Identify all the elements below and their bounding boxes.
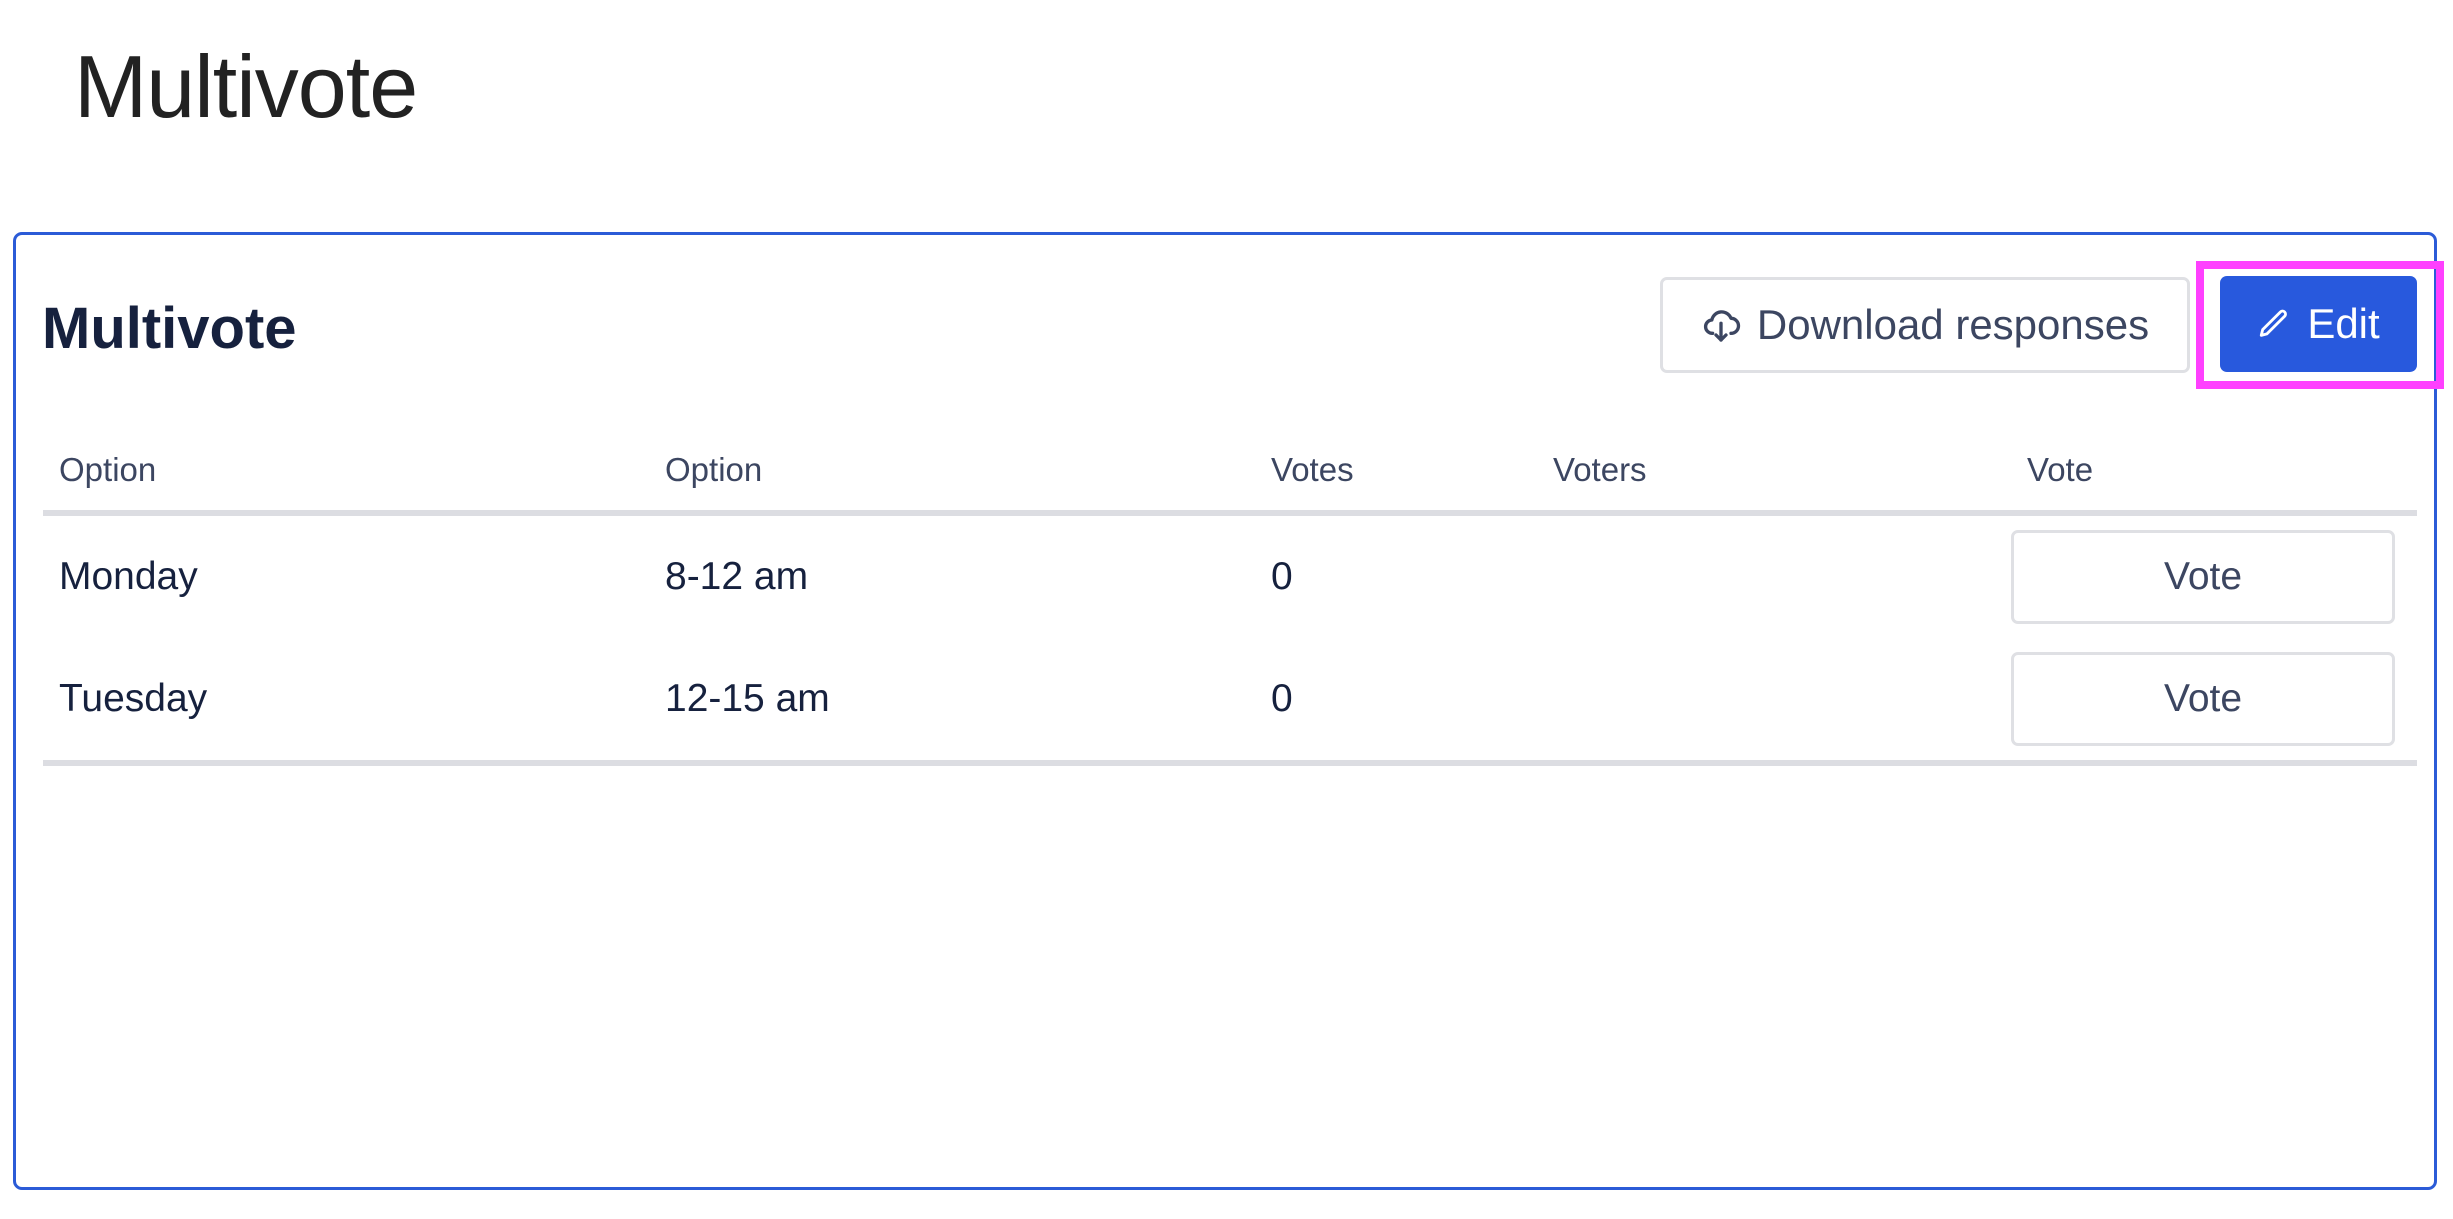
cell-votes: 0 bbox=[1271, 555, 1293, 598]
vote-button[interactable]: Vote bbox=[2011, 530, 2395, 624]
multivote-card: Multivote Download responses Edit Option… bbox=[13, 232, 2444, 1190]
table-row: Tuesday 12-15 am 0 Vote bbox=[43, 638, 2417, 766]
cell-voters bbox=[1537, 513, 2011, 638]
cell-option-2: 8-12 am bbox=[665, 555, 809, 598]
pencil-icon bbox=[2260, 309, 2288, 337]
edit-label: Edit bbox=[2307, 300, 2380, 347]
download-responses-button[interactable]: Download responses bbox=[1660, 277, 2190, 373]
header-voters: Voters bbox=[1537, 430, 2011, 516]
votes-table: Option Option Votes Voters Vote Monday 8… bbox=[43, 430, 2417, 766]
table-header-row: Option Option Votes Voters Vote bbox=[43, 430, 2417, 516]
header-vote: Vote bbox=[2011, 430, 2417, 516]
download-responses-label: Download responses bbox=[1756, 301, 2150, 348]
header-option: Option bbox=[43, 430, 649, 516]
cloud-download-icon bbox=[1703, 310, 1740, 342]
header-votes: Votes bbox=[1255, 430, 1537, 516]
cell-option-2: 12-15 am bbox=[649, 638, 1255, 766]
vote-button[interactable]: Vote bbox=[2011, 652, 2395, 746]
table-row: Monday 8-12 am 0 Vote bbox=[43, 513, 2417, 638]
card-title: Multivote bbox=[42, 296, 297, 361]
header-option-2: Option bbox=[649, 430, 1255, 516]
edit-button[interactable]: Edit bbox=[2220, 276, 2417, 372]
cell-votes: 0 bbox=[1255, 638, 1537, 766]
cell-option: Monday bbox=[59, 555, 198, 598]
cell-option: Tuesday bbox=[43, 638, 649, 766]
cell-voters bbox=[1537, 638, 2011, 766]
page-title: Multivote bbox=[74, 37, 418, 136]
